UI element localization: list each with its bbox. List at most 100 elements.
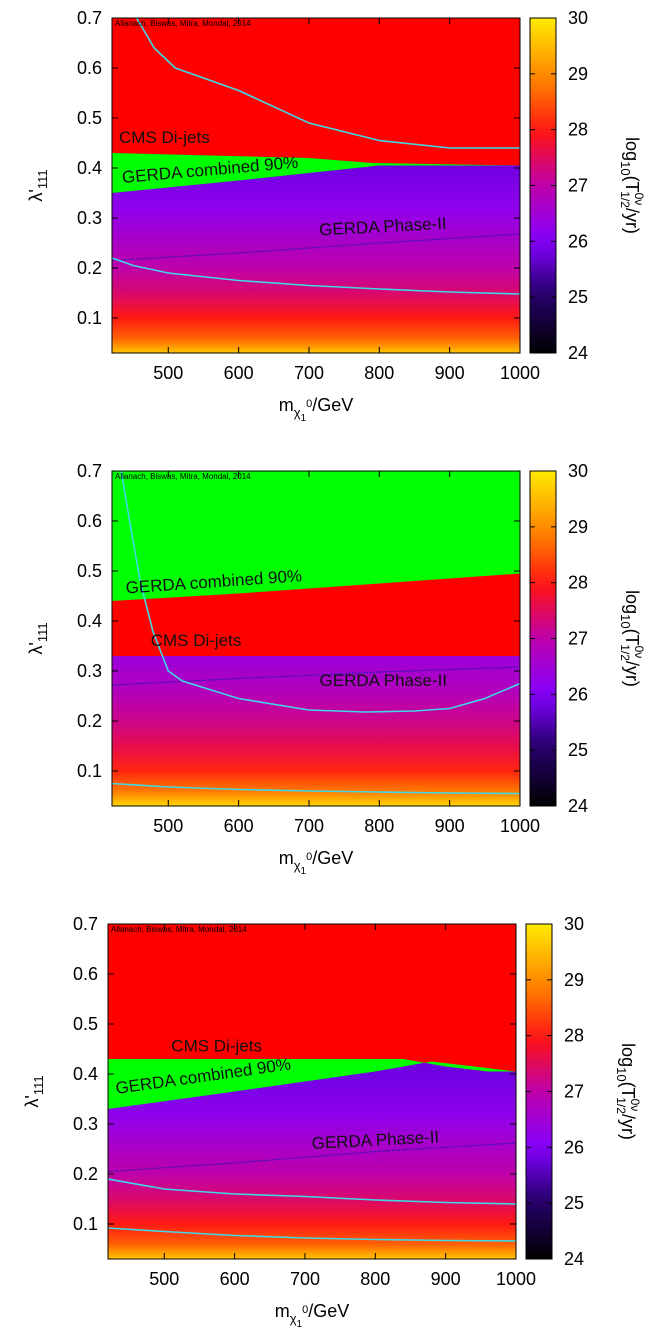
y-tick-label: 0.7 (73, 914, 98, 934)
x-tick-label: 500 (153, 363, 183, 383)
colorbar-tick-label: 28 (568, 573, 588, 593)
cms-dijets-region (108, 924, 516, 1072)
colorbar-label: log10(T0ν1/2/yr) (614, 1043, 642, 1140)
y-tick-label: 0.5 (77, 108, 102, 128)
colorbar-tick-label: 30 (568, 8, 588, 28)
colorbar-tick-label: 30 (564, 914, 584, 934)
gerda-combined-region (112, 471, 520, 601)
contour-line-2 (112, 257, 520, 295)
contour-line-1 (108, 1178, 516, 1205)
x-axis-label: mχ10/GeV (279, 848, 354, 877)
colorbar-tick-label: 26 (568, 684, 588, 704)
colorbar-tick-label: 29 (568, 517, 588, 537)
contour-line-2 (108, 1227, 516, 1242)
y-tick-label: 0.2 (77, 711, 102, 731)
x-tick-label: 1000 (496, 1269, 536, 1289)
x-tick-label: 500 (153, 816, 183, 836)
y-tick-label: 0.4 (77, 611, 102, 631)
x-tick-label: 700 (294, 363, 324, 383)
colorbar-tick-label: 24 (568, 343, 588, 363)
x-tick-label: 600 (220, 1269, 250, 1289)
colorbar-tick-label: 25 (568, 287, 588, 307)
colorbar-tick-label: 28 (564, 1026, 584, 1046)
gerda-combined-region (112, 153, 520, 193)
plot-frame (111, 17, 521, 354)
x-tick-label: 900 (435, 816, 465, 836)
x-tick-label: 1000 (500, 363, 540, 383)
x-tick-label: 700 (294, 816, 324, 836)
colorbar-tick-label: 24 (564, 1249, 584, 1269)
y-axis-label: λ'111 (26, 622, 50, 654)
gerda-combined-region (108, 1059, 516, 1109)
y-tick-label: 0.6 (77, 58, 102, 78)
x-tick-label: 900 (435, 363, 465, 383)
x-tick-label: 800 (360, 1269, 390, 1289)
x-tick-label: 1000 (500, 816, 540, 836)
colorbar-tick-label: 25 (564, 1193, 584, 1213)
colorbar-tick-label: 25 (568, 740, 588, 760)
y-axis-label: λ'111 (22, 1075, 46, 1107)
colorbar-tick-label: 29 (564, 970, 584, 990)
contour-line-1 (135, 18, 520, 149)
annotation-3: GERDA Phase-II (320, 671, 448, 690)
y-tick-label: 0.1 (73, 1214, 98, 1234)
x-tick-label: 800 (364, 816, 394, 836)
y-tick-label: 0.2 (77, 258, 102, 278)
y-tick-label: 0.3 (77, 661, 102, 681)
credit-text: Allanach, Biswas, Mitra, Mondal, 2014 (115, 472, 251, 481)
colorbar-label: log10(T0ν1/2/yr) (618, 137, 646, 234)
plot-frame (107, 923, 517, 1260)
colorbar-label: log10(T0ν1/2/yr) (618, 590, 646, 687)
colorbar-tick-label: 30 (568, 461, 588, 481)
y-tick-label: 0.5 (77, 561, 102, 581)
x-tick-label: 700 (290, 1269, 320, 1289)
y-tick-label: 0.4 (73, 1064, 98, 1084)
y-tick-label: 0.2 (73, 1164, 98, 1184)
colorbar-tick-label: 26 (564, 1137, 584, 1157)
gerda-phase2-line (112, 233, 520, 262)
cms-dijets-region (112, 18, 520, 166)
contour-line-1 (120, 471, 520, 713)
colorbar-tick-label: 27 (564, 1082, 584, 1102)
x-tick-label: 600 (224, 816, 254, 836)
y-tick-label: 0.1 (77, 308, 102, 328)
credit-text: Allanach, Biswas, Mitra, Mondal, 2014 (111, 925, 247, 934)
y-tick-label: 0.7 (77, 8, 102, 28)
x-tick-label: 800 (364, 363, 394, 383)
y-tick-label: 0.6 (73, 964, 98, 984)
credit-text: Allanach, Biswas, Mitra, Mondal, 2014 (115, 19, 251, 28)
plot-frame (111, 470, 521, 807)
x-axis-label: mχ10/GeV (279, 395, 354, 424)
x-axis-label: mχ10/GeV (275, 1301, 350, 1328)
colorbar-tick-label: 27 (568, 629, 588, 649)
y-tick-label: 0.1 (77, 761, 102, 781)
y-tick-label: 0.5 (73, 1014, 98, 1034)
y-axis-label: λ'111 (26, 169, 50, 201)
x-tick-label: 500 (149, 1269, 179, 1289)
x-tick-label: 600 (224, 363, 254, 383)
gerda-phase2-line (108, 1142, 516, 1173)
gerda-phase2-line (112, 666, 520, 686)
y-tick-label: 0.3 (73, 1114, 98, 1134)
annotation-1: CMS Di-jets (119, 128, 210, 147)
contour-line-2 (112, 782, 520, 795)
colorbar-tick-label: 29 (568, 64, 588, 84)
y-tick-label: 0.6 (77, 511, 102, 531)
y-tick-label: 0.4 (77, 158, 102, 178)
y-tick-label: 0.3 (77, 208, 102, 228)
x-tick-label: 900 (431, 1269, 461, 1289)
colorbar-tick-label: 26 (568, 231, 588, 251)
colorbar-tick-label: 24 (568, 796, 588, 816)
annotation-1: CMS Di-jets (171, 1037, 262, 1056)
y-tick-label: 0.7 (77, 461, 102, 481)
colorbar-tick-label: 28 (568, 120, 588, 140)
annotation-2: CMS Di-jets (151, 631, 242, 650)
colorbar-tick-label: 27 (568, 176, 588, 196)
